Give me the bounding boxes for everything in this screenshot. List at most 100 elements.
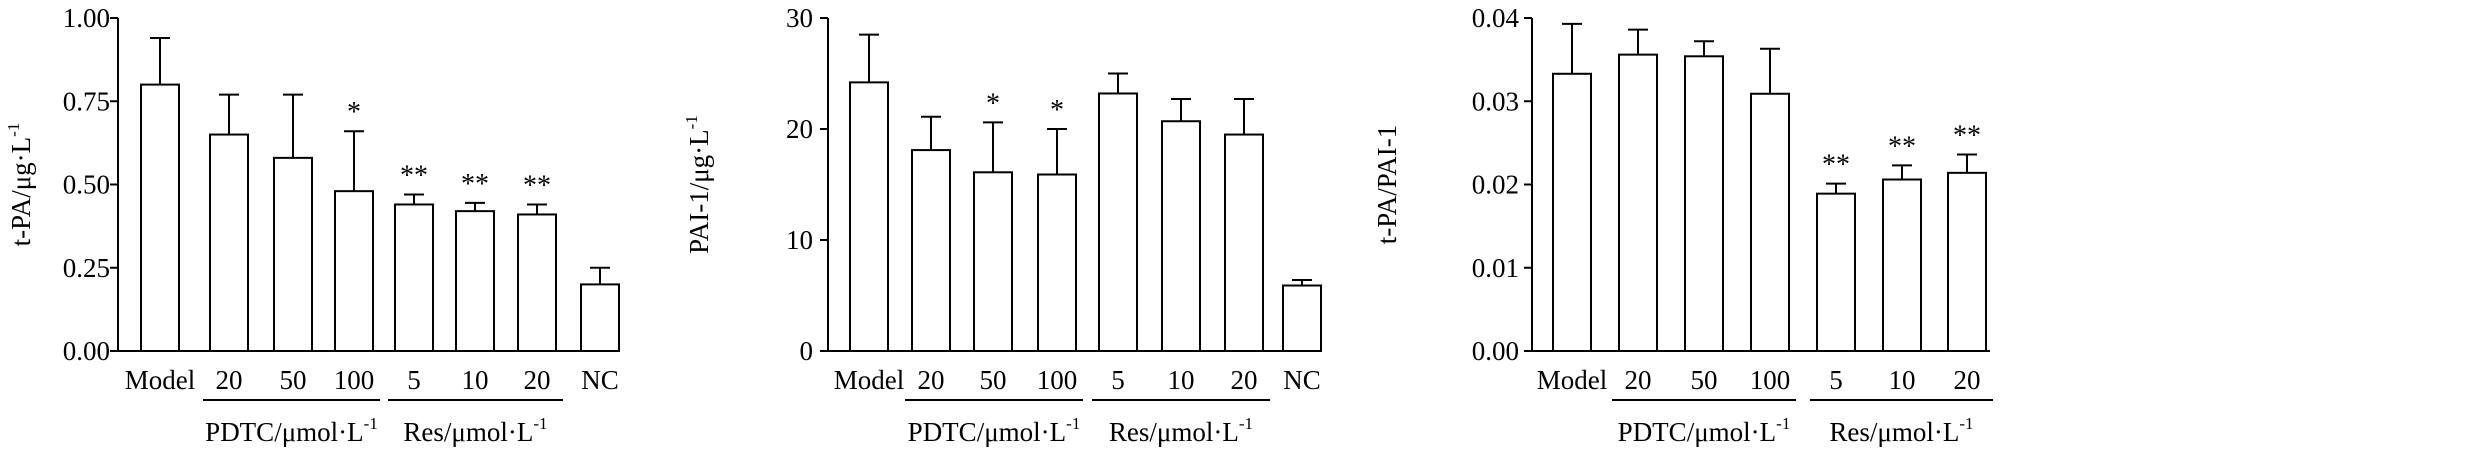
group-label: PDTC/μmol·L-1	[205, 414, 378, 447]
x-category-label: NC	[581, 365, 619, 395]
x-category-label: 5	[1829, 365, 1843, 395]
significance-mark: *	[986, 88, 1000, 119]
bar	[394, 203, 434, 352]
y-tick-label: 0	[800, 336, 814, 366]
y-tick-label: 0.02	[1472, 170, 1519, 200]
significance-mark: *	[347, 97, 361, 128]
bar	[334, 190, 374, 352]
y-tick-label: 0.75	[63, 86, 110, 116]
group-label-superscript: -1	[364, 414, 378, 433]
significance-mark: **	[400, 160, 428, 191]
significance-mark: **	[1888, 131, 1916, 162]
y-tick-label: 30	[786, 3, 813, 33]
x-category-label: 10	[1889, 365, 1916, 395]
x-category-label: 10	[462, 365, 489, 395]
y-axis-label-text: PAI-1/μg·L	[684, 129, 714, 253]
group-label: Res/μmol·L-1	[1829, 414, 1973, 447]
group-label-superscript: -1	[1239, 414, 1253, 433]
y-tick-label: 0.00	[1472, 336, 1519, 366]
x-category-label: 100	[334, 365, 375, 395]
x-category-label: 20	[216, 365, 243, 395]
y-tick-label: 0.01	[1472, 253, 1519, 283]
x-category-label: 100	[1037, 365, 1078, 395]
bar	[1947, 171, 1987, 352]
x-category-label: 20	[1625, 365, 1652, 395]
group-label-text: PDTC/μmol·L	[205, 417, 363, 447]
bar	[1618, 53, 1658, 352]
y-tick-label: 0.25	[63, 253, 110, 283]
y-axis-label: t-PA/PAI-1	[1372, 125, 1402, 245]
x-category-label: Model	[834, 365, 905, 395]
bar	[273, 156, 313, 352]
group-label-superscript: -1	[1959, 414, 1973, 433]
group-label: PDTC/μmol·L-1	[1618, 414, 1791, 447]
y-tick-label: 0.00	[63, 336, 110, 366]
group-label-superscript: -1	[1066, 414, 1080, 433]
x-category-label: 20	[1954, 365, 1981, 395]
bar	[1037, 173, 1077, 352]
y-tick-label: 10	[786, 225, 813, 255]
chart-panel-ratio: 0.00 0.01 0.02 0.03 0.04 t-PA/PAI-1 Model 20 50 1…	[1372, 3, 1993, 447]
x-category-label: NC	[1283, 365, 1321, 395]
group-label: PDTC/μmol·L-1	[908, 414, 1081, 447]
x-category-label: 20	[524, 365, 551, 395]
x-category-label: 50	[980, 365, 1007, 395]
bar	[911, 149, 951, 352]
y-axis-label: t-PA/μg·L-1	[4, 123, 36, 247]
x-category-label: 50	[1691, 365, 1718, 395]
bar	[209, 133, 249, 352]
bar	[455, 210, 495, 352]
group-label-text: PDTC/μmol·L	[1618, 417, 1776, 447]
group-label-superscript: -1	[1776, 414, 1790, 433]
x-category-label: 20	[918, 365, 945, 395]
bar	[1161, 120, 1201, 353]
group-label-text: PDTC/μmol·L	[908, 417, 1066, 447]
x-category-label: 10	[1168, 365, 1195, 395]
group-label-superscript: -1	[533, 414, 547, 433]
significance-mark: **	[461, 169, 489, 200]
y-axis-label-text: t-PA/μg·L	[6, 137, 36, 247]
bar	[580, 283, 620, 352]
y-axis-label-superscript: -1	[682, 115, 701, 129]
bar	[1684, 55, 1724, 352]
bar	[973, 171, 1013, 352]
x-category-label: 50	[280, 365, 307, 395]
group-label-text: Res/μmol·L	[1829, 417, 1959, 447]
y-axis-label-text: t-PA/PAI-1	[1372, 125, 1402, 245]
group-label: Res/μmol·L-1	[1109, 414, 1253, 447]
bar	[1882, 178, 1922, 352]
group-label-text: Res/μmol·L	[403, 417, 533, 447]
significance-mark: **	[1822, 150, 1850, 181]
bar	[1816, 192, 1856, 352]
group-label-text: Res/μmol·L	[1109, 417, 1239, 447]
bar	[1098, 92, 1138, 352]
bar	[1552, 72, 1592, 352]
bar	[849, 81, 889, 352]
x-category-label: 5	[407, 365, 421, 395]
bar	[1282, 284, 1322, 353]
y-tick-label: 0.50	[63, 170, 110, 200]
significance-mark: **	[1953, 121, 1981, 152]
y-tick-label: 1.00	[63, 3, 110, 33]
y-axis-label-superscript: -1	[4, 123, 23, 137]
bar	[140, 83, 180, 352]
bar	[517, 213, 557, 352]
x-category-label: 5	[1111, 365, 1125, 395]
y-tick-label: 20	[786, 114, 813, 144]
y-axis-label: PAI-1/μg·L-1	[682, 115, 714, 254]
bar	[1224, 133, 1264, 352]
y-tick-label: 0.03	[1472, 86, 1519, 116]
x-category-label: Model	[1537, 365, 1608, 395]
x-category-label: Model	[125, 365, 196, 395]
y-tick-label: 0.04	[1472, 3, 1520, 33]
x-category-label: 100	[1750, 365, 1791, 395]
significance-mark: *	[1050, 95, 1064, 126]
significance-mark: **	[523, 170, 551, 201]
x-category-label: 20	[1231, 365, 1258, 395]
bar	[1750, 92, 1790, 352]
group-label: Res/μmol·L-1	[403, 414, 547, 447]
